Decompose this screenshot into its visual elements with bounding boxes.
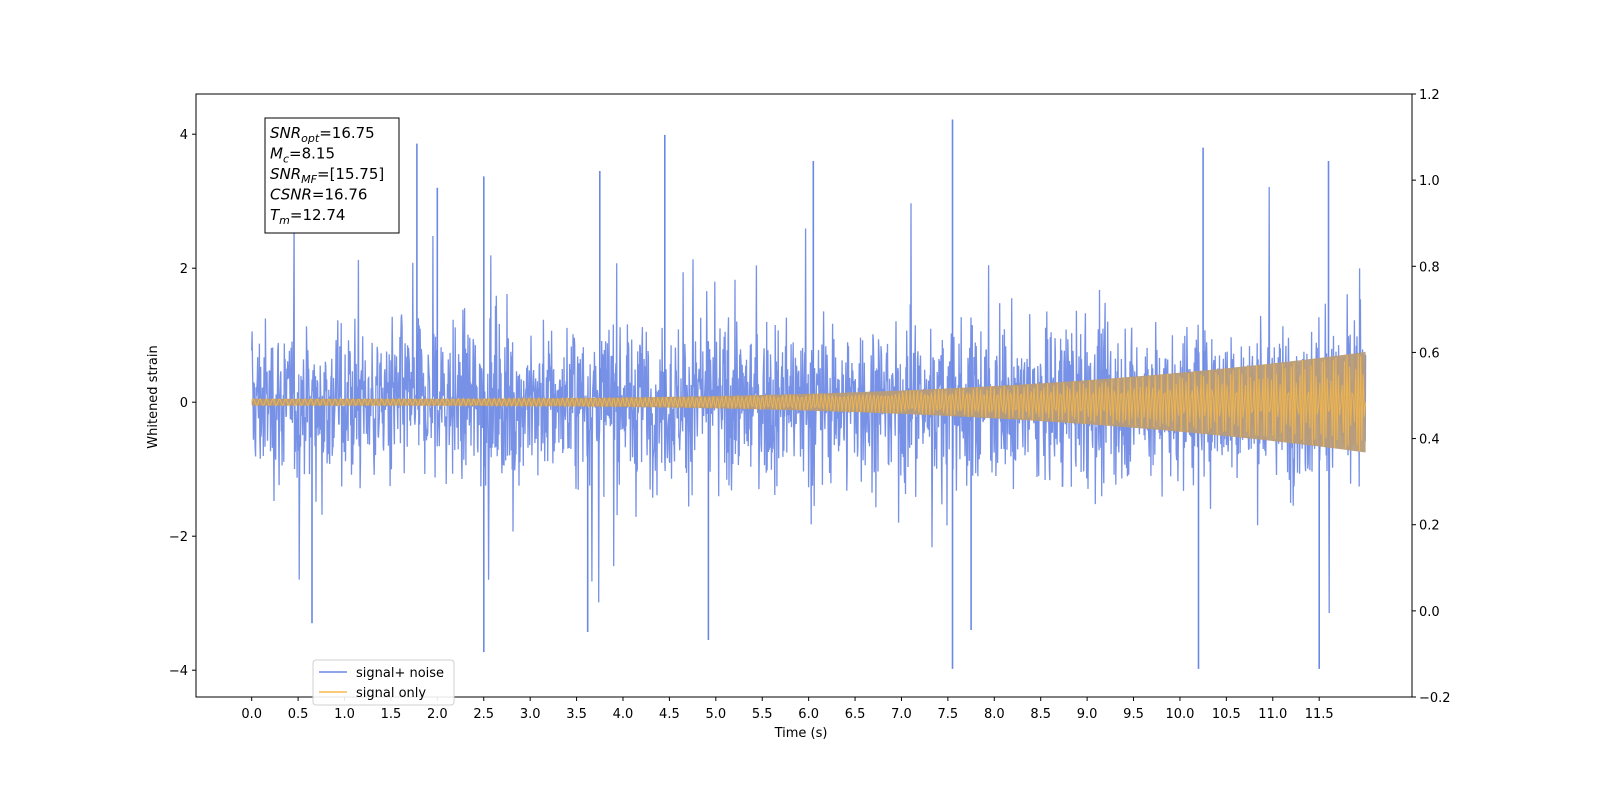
x-tick-label: 9.5 [1123, 707, 1144, 722]
legend-label: signal+ noise [356, 666, 444, 681]
annotation-line: Tm=12.74 [270, 206, 345, 227]
legend: signal+ noise signal only [312, 659, 455, 706]
x-tick-label: 3.0 [520, 707, 541, 722]
y2-tick-label: 0.2 [1419, 519, 1440, 534]
x-axis-label: Time (s) [774, 726, 828, 741]
legend-frame [312, 659, 455, 706]
stats-annotation-box: SNRopt=16.75Mc=8.15SNRMF=[15.75]CSNR=16.… [264, 117, 400, 234]
x-tick-label: 0.5 [288, 707, 309, 722]
x-tick-label: 2.5 [473, 707, 494, 722]
x-tick-label: 9.0 [1077, 707, 1098, 722]
x-tick-label: 2.0 [427, 707, 448, 722]
x-tick-label: 1.0 [334, 707, 355, 722]
annotation-line: SNRopt=16.75 [270, 124, 375, 145]
y-tick-label: −4 [169, 664, 188, 679]
annotation-line: SNRMF=[15.75] [270, 165, 384, 186]
axes-ticks: 0.0 0.5 1.0 1.5 2.0 2.5 3.0 3.5 4.0 4.5 5.0 5.5 6.0 6… [169, 88, 1451, 722]
y2-tick-label: −0.2 [1419, 691, 1451, 706]
y2-tick-label: 0.6 [1419, 346, 1440, 361]
x-tick-label: 5.0 [705, 707, 726, 722]
y-tick-label: 2 [180, 262, 188, 277]
x-tick-label: 11.0 [1258, 707, 1287, 722]
x-tick-label: 6.0 [798, 707, 819, 722]
axes-frame [195, 93, 1413, 698]
x-tick-label: 11.5 [1305, 707, 1334, 722]
legend-label: signal only [356, 686, 426, 701]
x-tick-label: 8.5 [1030, 707, 1051, 722]
x-tick-label: 10.5 [1212, 707, 1241, 722]
y2-tick-label: 1.2 [1419, 88, 1440, 103]
y-tick-label: 0 [180, 396, 188, 411]
x-tick-label: 10.0 [1165, 707, 1194, 722]
x-tick-label: 8.0 [984, 707, 1005, 722]
annotation-frame [264, 117, 400, 234]
y2-tick-label: 0.0 [1419, 605, 1440, 620]
x-tick-label: 7.0 [891, 707, 912, 722]
annotation-line: Mc=8.15 [270, 145, 335, 166]
y2-tick-label: 0.8 [1419, 260, 1440, 275]
y-tick-label: −2 [169, 530, 188, 545]
plot-area [251, 119, 1367, 669]
x-tick-label: 5.5 [752, 707, 773, 722]
annotation-line: CSNR=16.76 [270, 186, 367, 204]
x-tick-label: 4.5 [659, 707, 680, 722]
x-tick-label: 6.5 [845, 707, 866, 722]
x-tick-label: 0.0 [241, 707, 262, 722]
x-tick-label: 7.5 [938, 707, 959, 722]
x-tick-label: 1.5 [381, 707, 402, 722]
y-axis-label: Whitened strain [146, 345, 161, 448]
x-tick-label: 4.0 [613, 707, 634, 722]
x-tick-label: 3.5 [566, 707, 587, 722]
signal-only-line [251, 354, 1367, 452]
y2-tick-label: 0.4 [1419, 433, 1440, 448]
y-tick-label: 4 [180, 128, 188, 143]
y2-tick-label: 1.0 [1419, 174, 1440, 189]
